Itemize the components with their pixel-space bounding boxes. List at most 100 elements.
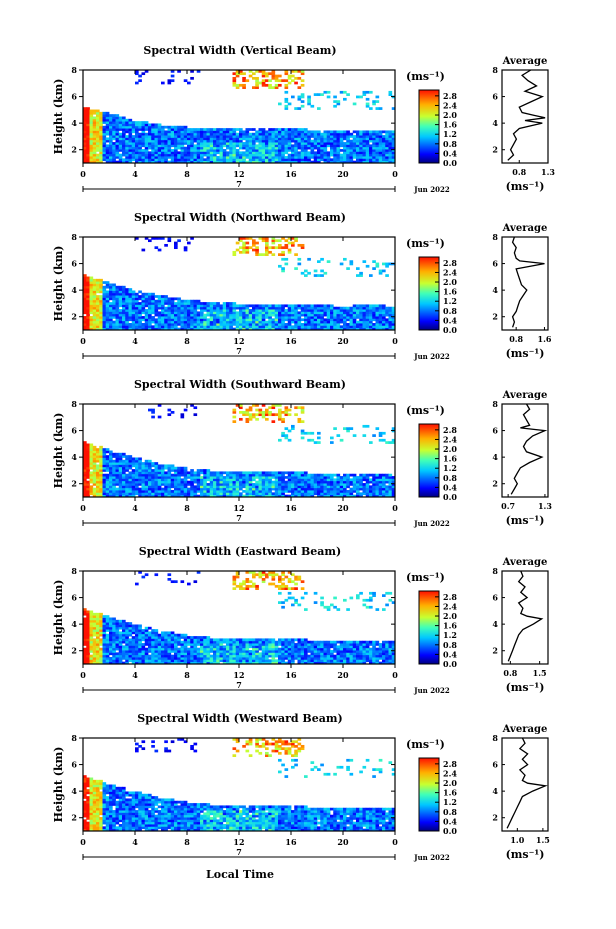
heatmap-cell [232,327,237,331]
heatmap-cell [349,480,354,484]
heatmap-cell [125,478,129,482]
heatmap-cell [180,316,185,319]
heatmap-cell [187,135,191,138]
heatmap-cell [138,490,142,493]
heatmap-cell [232,130,237,134]
heatmap-cell [177,478,181,482]
heatmap-cell [300,93,305,96]
heatmap-cell [274,327,279,331]
heatmap-cell [96,116,100,120]
heatmap-cell [112,494,116,498]
heatmap-cell [161,469,165,472]
heatmap-cell [378,132,383,136]
heatmap-cell [323,313,328,317]
heatmap-cell [252,158,256,162]
heatmap-cell [86,323,90,326]
heatmap-cell [122,619,126,623]
heatmap-cell [352,139,357,143]
heatmap-cell [167,153,172,157]
heatmap-cell [118,654,123,658]
heatmap-cell [235,72,240,76]
heatmap-cell [92,473,97,477]
heatmap-cell [300,83,305,87]
heatmap-cell [388,487,393,491]
heatmap-cell [222,494,227,498]
heatmap-cell [196,494,201,498]
heatmap-cell [378,156,383,159]
heatmap-cell [356,325,360,329]
heatmap-cell [109,285,113,289]
heatmap-cell [261,239,266,243]
heatmap-cell [313,490,318,493]
heatmap-cell [131,659,136,663]
heatmap-cell [346,267,350,270]
heatmap-cell [96,643,100,646]
heatmap-cell [99,327,103,331]
heatmap-cell [375,473,380,477]
heatmap-cell [300,323,305,326]
heatmap-cell [144,483,149,486]
heatmap-cell [148,464,152,468]
heatmap-cell [213,304,217,308]
heatmap-cell [118,638,123,642]
heatmap-cell [96,629,100,632]
heatmap-cell [89,485,94,489]
heatmap-cell [382,494,386,498]
heatmap-cell [148,654,152,658]
heatmap-cell [177,70,181,73]
heatmap-cell [203,485,207,489]
heatmap-cell [161,306,165,310]
heatmap-cell [193,160,198,164]
heatmap-cell [148,636,152,639]
heatmap-cell [235,485,240,489]
heatmap-cell [161,142,165,145]
heatmap-cell [352,480,357,484]
heatmap-cell [161,466,165,470]
heatmap-cell [115,633,120,637]
heatmap-cell [369,480,373,484]
heatmap-cell [102,483,107,486]
heatmap-cell [183,485,188,489]
heatmap-cell [388,483,393,486]
heatmap-cell [164,139,168,143]
heatmap-cell [86,492,90,496]
heatmap-cell [161,146,165,150]
heatmap-cell [336,102,341,106]
heatmap-cell [252,311,256,315]
heatmap-cell [96,622,100,625]
heatmap-cell [112,654,116,658]
heatmap-cell [281,130,285,134]
heatmap-cell [83,480,87,484]
heatmap-cell [216,135,220,138]
heatmap-cell [388,318,393,322]
heatmap-cell [99,490,103,493]
heatmap-cell [326,492,331,496]
heatmap-cell [164,137,168,141]
heatmap-cell [174,135,178,138]
heatmap-cell [183,132,188,136]
heatmap-cell [310,318,315,322]
heatmap-cell [258,130,263,134]
heatmap-cell [239,239,243,243]
heatmap-cell [343,153,347,157]
heatmap-cell [177,311,181,315]
heatmap-cell [346,313,350,317]
heatmap-cell [89,450,94,454]
heatmap-cell [164,473,168,477]
heatmap-cell [115,480,120,484]
heatmap-cell [213,128,217,131]
heatmap-cell [310,483,315,486]
heatmap-cell [196,480,201,484]
heatmap-cell [102,487,107,491]
heatmap-cell [174,130,178,134]
heatmap-cell [190,313,194,317]
heatmap-cell [148,643,152,646]
heatmap-cell [375,264,380,268]
heatmap-cell [112,636,116,639]
heatmap-cell [313,306,318,310]
heatmap-cell [161,125,165,129]
heatmap-cell [219,327,224,331]
heatmap-cell [196,142,201,145]
heatmap-cell [255,480,259,484]
heatmap-cell [151,473,155,477]
